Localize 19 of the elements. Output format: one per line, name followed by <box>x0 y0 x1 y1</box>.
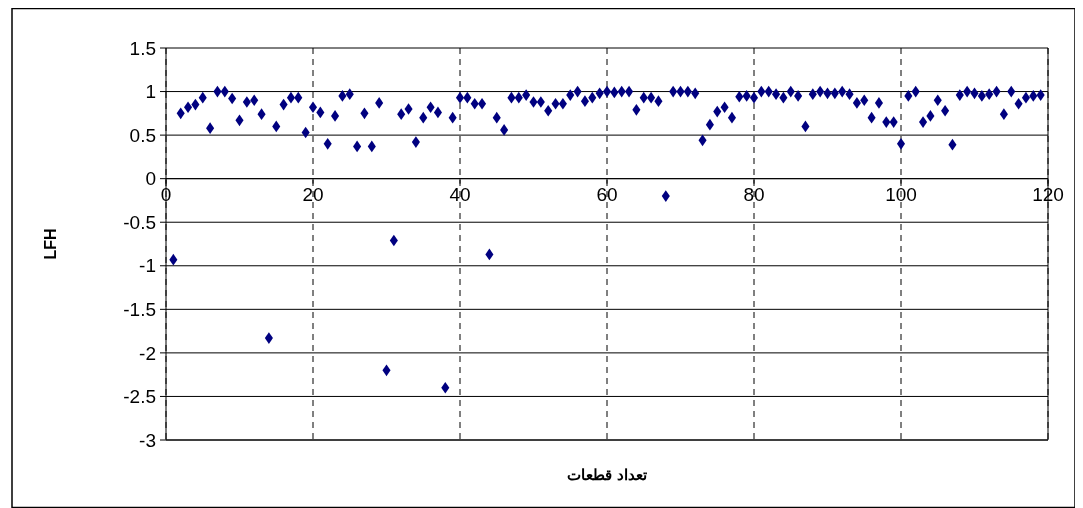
y-tick-label: -0.5 <box>123 211 156 233</box>
x-tick-label: 40 <box>449 183 471 205</box>
x-tick-label: 20 <box>302 183 324 205</box>
x-axis-title: تعداد قطعات <box>567 466 647 483</box>
y-tick-label: 1 <box>145 81 156 103</box>
x-tick-label: 0 <box>160 183 172 205</box>
y-axis-title: LFH <box>42 228 59 260</box>
x-tick-label: 80 <box>743 183 765 205</box>
y-tick-label: -1.5 <box>123 298 156 320</box>
x-tick-label: 100 <box>885 183 917 205</box>
y-tick-label: -3 <box>139 429 156 451</box>
y-tick-label: 0 <box>145 168 156 190</box>
x-tick-label: 120 <box>1032 183 1064 205</box>
y-tick-label: 0.5 <box>129 124 156 146</box>
y-tick-label: 1.5 <box>129 37 156 59</box>
y-tick-label: -2.5 <box>123 386 156 408</box>
y-tick-label: -1 <box>139 255 156 277</box>
x-tick-label: 60 <box>596 183 618 205</box>
y-tick-label: -2 <box>139 342 156 364</box>
